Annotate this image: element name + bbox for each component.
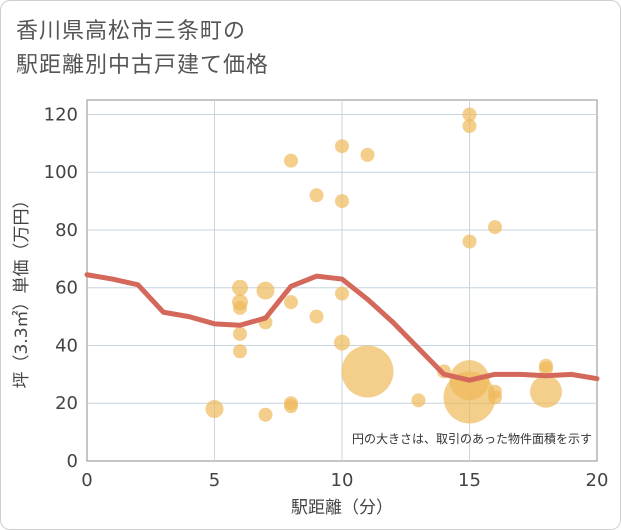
bubble-point (284, 153, 298, 168)
y-tick-label: 100 (44, 162, 78, 183)
bubble-point (488, 390, 502, 405)
bubble-point (233, 344, 247, 359)
y-tick-label: 0 (67, 451, 78, 472)
x-axis-ticks: 0 5 10 15 20 (81, 470, 608, 491)
bubble-point (335, 286, 349, 301)
bubble-point (258, 407, 273, 422)
x-tick-label: 10 (331, 470, 354, 491)
bubble-point (334, 334, 350, 351)
x-tick-label: 15 (458, 470, 481, 491)
bubble-point (341, 345, 394, 398)
bubble-point (335, 139, 349, 154)
chart-title-line-2: 駅距離別中古戸建て価格 (16, 53, 270, 78)
y-tick-label: 120 (44, 104, 78, 125)
bubble-point (309, 188, 324, 203)
bubble-point (284, 399, 298, 414)
chart-title-line-1: 香川県高松市三条町の (16, 19, 247, 44)
bubble-point (530, 375, 562, 408)
bubble-point (360, 147, 375, 162)
x-tick-label: 0 (81, 470, 92, 491)
bubble-point (335, 194, 349, 209)
bubble-point (539, 361, 553, 376)
x-tick-label: 20 (586, 470, 609, 491)
bubble-point (232, 279, 248, 296)
bubble-point (284, 295, 298, 310)
chart-title: 香川県高松市三条町の 駅距離別中古戸建て価格 (16, 15, 269, 83)
y-axis-label: 坪（3.3㎡）単価（万円） (12, 191, 32, 388)
bubble-point (462, 107, 477, 122)
bubble-point (411, 393, 426, 408)
bubble-point (309, 309, 324, 324)
bubble-point (233, 300, 247, 315)
bubble-point (256, 281, 275, 300)
x-axis-label: 駅距離（分） (291, 498, 393, 518)
y-tick-label: 20 (55, 393, 78, 414)
y-tick-label: 60 (55, 278, 78, 299)
bubble-point (205, 400, 224, 419)
bubble-point (488, 220, 502, 235)
bubble-point (462, 118, 477, 133)
x-tick-label: 5 (209, 470, 220, 491)
y-axis-ticks: 0 20 40 60 80 100 120 (44, 104, 78, 472)
bubble-size-note: 円の大きさは、取引のあった物件面積を示す (352, 431, 592, 446)
y-tick-label: 80 (55, 220, 78, 241)
average-price-line (84, 272, 600, 383)
bubble-point (462, 234, 477, 249)
bubble-point (233, 326, 247, 341)
bubble-series (205, 107, 562, 424)
y-tick-label: 40 (55, 335, 78, 356)
